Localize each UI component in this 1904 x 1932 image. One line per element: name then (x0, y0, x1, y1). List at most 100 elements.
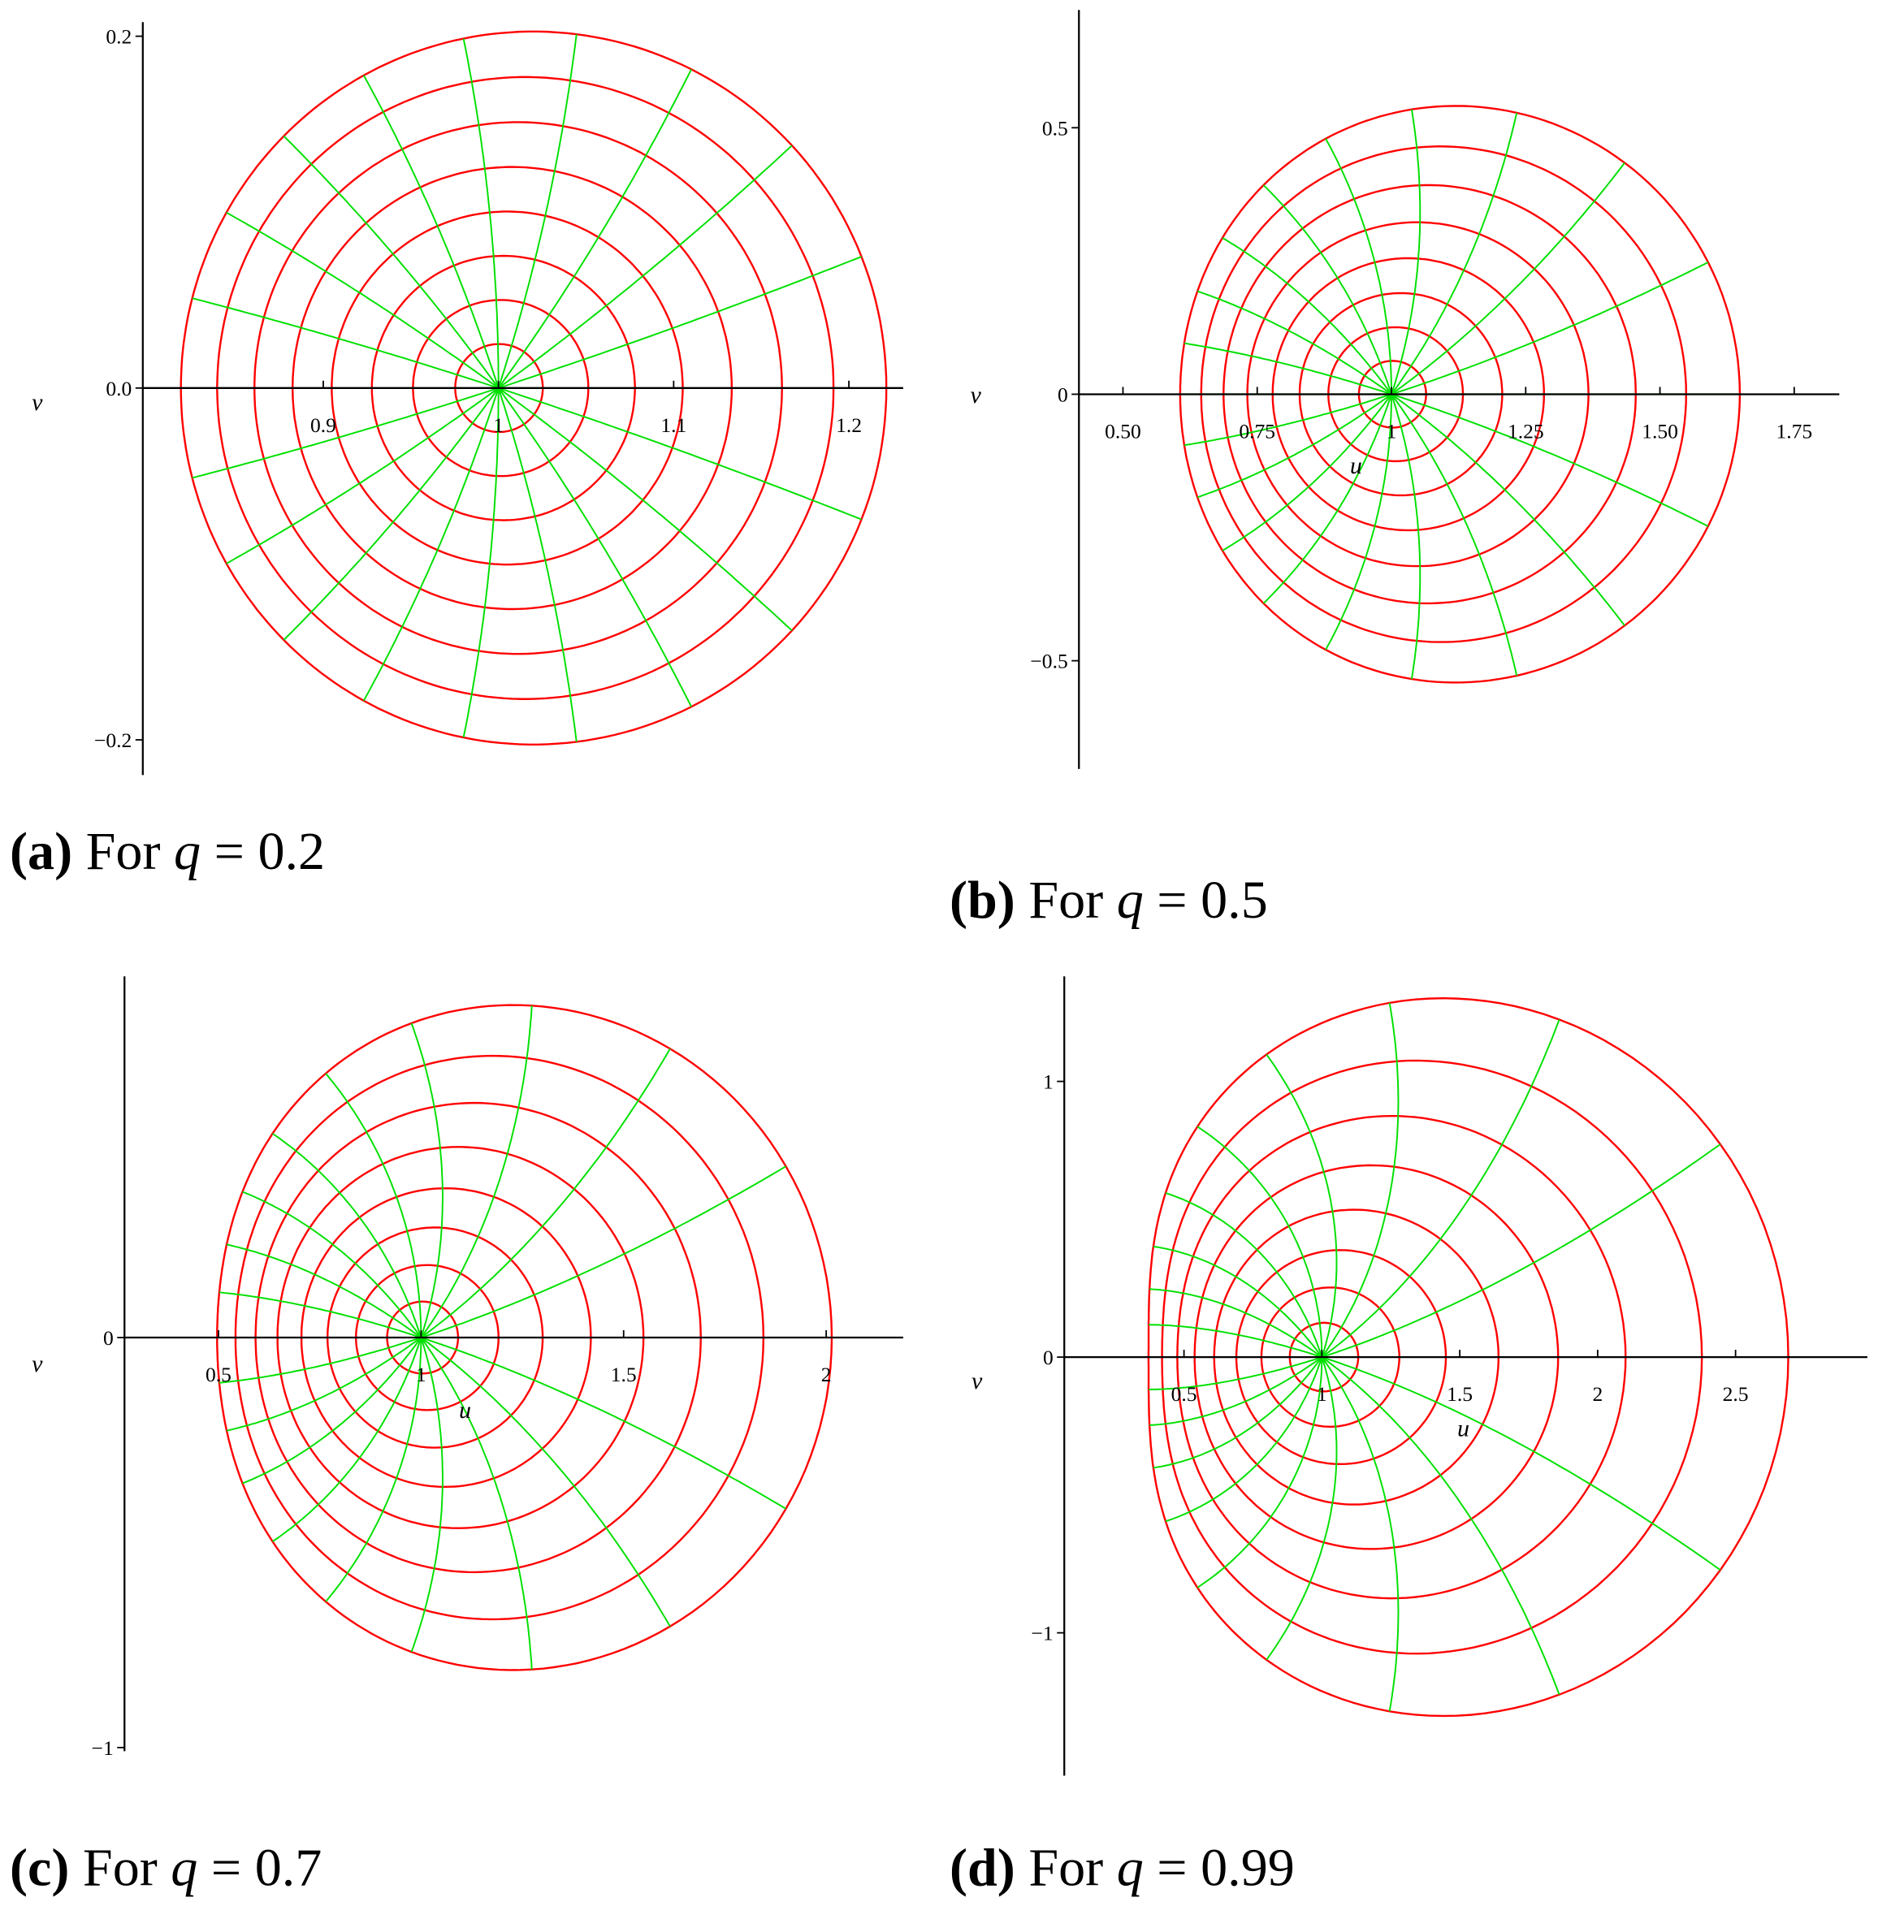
radial-line (1184, 342, 1392, 395)
caption-tag: (c) (10, 1839, 69, 1898)
radial-line (497, 387, 692, 707)
y-axis-label: v (32, 388, 43, 416)
caption-tag: (b) (950, 871, 1015, 930)
x-axis-label: u (1457, 1415, 1469, 1442)
radial-line (1196, 1126, 1323, 1358)
panel: 0.9 1 1.1 1.2 0.2 0.0 −0.2 v (a) For q = 0.2 (10, 22, 903, 881)
x-tick-label: 0.9 (310, 413, 336, 437)
radial-line (1262, 394, 1392, 604)
radial-line (219, 1291, 422, 1338)
radial-line (271, 1337, 422, 1542)
radial-line (421, 1337, 786, 1510)
radial-line (498, 256, 862, 389)
caption: (d) For q = 0.99 (950, 1839, 1295, 1898)
radial-line (1196, 1357, 1323, 1588)
x-tick-label: 1 (416, 1363, 426, 1386)
radial-line (1391, 393, 1518, 676)
radial-line (325, 1338, 422, 1602)
radial-line (1391, 162, 1625, 395)
radial-line (420, 1337, 533, 1670)
y-tick-label: 0.0 (106, 377, 132, 400)
radial-line (242, 1337, 422, 1485)
x-tick-label: 0.5 (206, 1363, 232, 1386)
x-tick-label: 0.75 (1239, 420, 1275, 443)
x-tick-label: 0.5 (1171, 1382, 1197, 1406)
x-axis-label: u (1350, 452, 1362, 479)
radial-line (1321, 1356, 1560, 1696)
x-tick-label: 1 (1317, 1382, 1327, 1406)
radial-line (498, 387, 862, 521)
radial-line (1321, 1356, 1400, 1712)
radial-line (1165, 1192, 1323, 1358)
y-tick-label: 0.5 (1042, 116, 1068, 140)
caption-text: For (1028, 1839, 1103, 1898)
radial-line (1196, 393, 1392, 499)
radial-line (226, 387, 500, 564)
radial-line (410, 1022, 444, 1338)
caption: (a) For q = 0.2 (10, 822, 325, 881)
radial-line (192, 297, 499, 389)
x-tick-label: 1.2 (836, 413, 862, 437)
radial-line (226, 1243, 422, 1338)
radial-line (420, 1005, 533, 1338)
caption-text: For (1028, 871, 1103, 930)
radial-line (1222, 393, 1392, 551)
panel: 0.5 1 1.5 2 2.5 1 0 −1 v u (d) For q = 0.99 (950, 976, 1867, 1898)
radial-line (325, 1073, 422, 1338)
caption-value: 0.2 (257, 822, 325, 881)
y-tick-label: 0 (1043, 1346, 1054, 1369)
x-tick-label: 1.75 (1776, 420, 1812, 443)
radial-line (1391, 393, 1709, 527)
radial-line (1325, 138, 1393, 395)
radial-line (1153, 1356, 1323, 1469)
radial-line (1149, 1356, 1322, 1426)
radial-line (1391, 261, 1709, 395)
radial-line (1321, 1143, 1721, 1359)
radial-line (498, 145, 793, 389)
radial-line (1148, 1356, 1322, 1391)
radial-line (1321, 1019, 1560, 1358)
radial-line (219, 1337, 422, 1384)
y-tick-label: 0 (103, 1326, 114, 1350)
caption-tag: (d) (950, 1839, 1015, 1898)
radial-line (1266, 1356, 1338, 1661)
radial-line (283, 135, 500, 389)
x-tick-label: 1.5 (1447, 1382, 1473, 1406)
x-axis-label: u (459, 1396, 471, 1424)
radial-line (1222, 237, 1392, 395)
caption-relation: = (1157, 1839, 1187, 1898)
radial-line (1149, 1324, 1322, 1359)
radial-line (498, 387, 793, 632)
y-tick-label: −0.2 (94, 728, 132, 752)
y-axis-label: v (32, 1350, 43, 1377)
radial-line (1325, 394, 1393, 650)
y-tick-label: 1 (1043, 1070, 1054, 1094)
radial-line (1262, 184, 1392, 395)
caption-symbol: q (1117, 1839, 1144, 1898)
caption-symbol: q (171, 1839, 197, 1898)
radial-line (226, 211, 500, 389)
radial-line (497, 68, 692, 389)
radial-line (1391, 393, 1625, 626)
radial-line (226, 1337, 422, 1432)
x-tick-label: 2.5 (1723, 1382, 1749, 1406)
caption-text: For (83, 1839, 158, 1898)
radial-line (1391, 394, 1422, 680)
caption: (c) For q = 0.7 (10, 1839, 322, 1898)
radial-line (421, 1165, 786, 1338)
radial-line (410, 1337, 444, 1653)
radial-line (1196, 290, 1392, 395)
x-tick-label: 1.5 (611, 1363, 637, 1386)
radial-line (242, 1191, 422, 1338)
y-tick-label: 0.2 (106, 25, 132, 49)
caption-relation: = (214, 822, 244, 881)
caption-text: For (86, 822, 161, 881)
radial-line (271, 1132, 422, 1338)
radial-line (1391, 112, 1518, 395)
radial-line (420, 1337, 671, 1627)
radial-line (462, 38, 500, 388)
radial-line (497, 34, 578, 389)
x-tick-label: 1 (493, 413, 504, 437)
radial-line (497, 387, 578, 742)
x-tick-label: 1.25 (1508, 420, 1544, 443)
